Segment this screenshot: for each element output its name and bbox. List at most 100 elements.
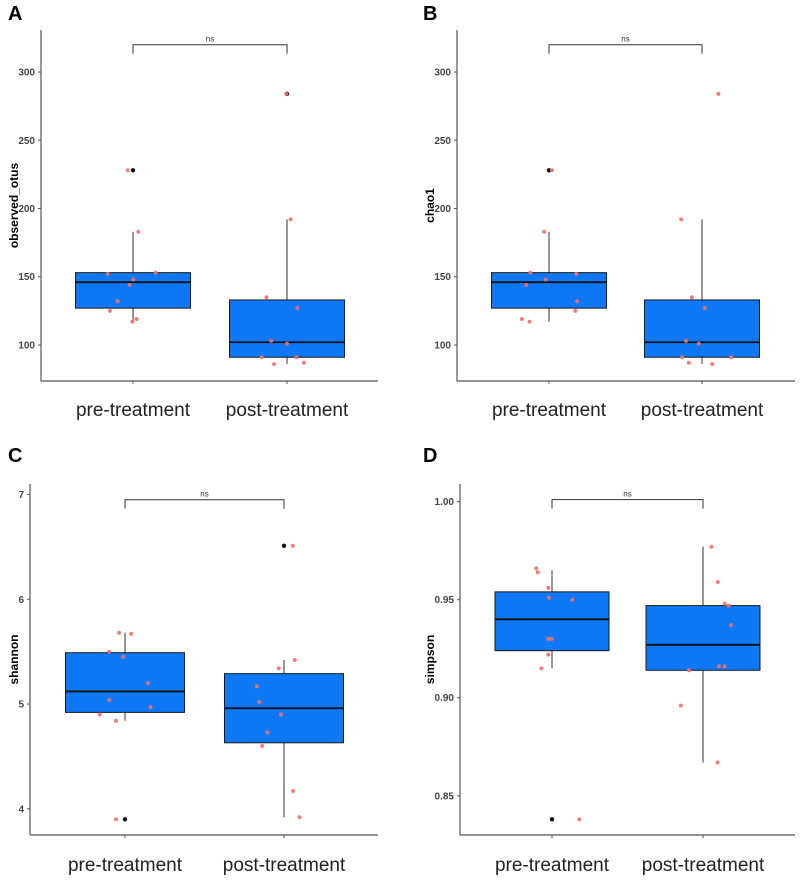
data-point xyxy=(546,636,551,641)
data-point xyxy=(520,317,525,322)
data-point xyxy=(547,595,552,600)
data-point xyxy=(254,684,259,689)
y-tick-label: 0.90 xyxy=(435,693,455,704)
data-point xyxy=(702,306,707,311)
y-tick-label: 7 xyxy=(18,490,24,501)
y-tick-label: 0.95 xyxy=(435,595,455,606)
data-point xyxy=(295,306,300,311)
data-point xyxy=(543,277,548,282)
outlier-point xyxy=(281,543,287,549)
data-point xyxy=(107,308,112,313)
data-point xyxy=(117,630,122,635)
box-group-post-treatment xyxy=(645,544,761,765)
data-point xyxy=(716,664,721,669)
y-tick-label: 4 xyxy=(18,804,24,815)
data-point xyxy=(527,319,532,324)
data-point xyxy=(301,360,306,365)
y-axis-label: simpson xyxy=(423,635,437,684)
y-tick-label: 150 xyxy=(434,272,451,283)
data-point xyxy=(272,362,277,367)
data-point xyxy=(570,597,575,602)
box-iqr xyxy=(491,272,607,309)
data-point xyxy=(546,585,551,590)
data-point xyxy=(131,277,136,282)
data-point xyxy=(689,295,694,300)
y-axis-label: chao1 xyxy=(423,188,437,223)
data-point xyxy=(575,299,580,304)
box-group-post-treatment xyxy=(229,91,345,367)
significance-label: ns xyxy=(623,490,631,499)
y-tick-label: 5 xyxy=(18,700,24,711)
data-point xyxy=(114,718,119,723)
data-point xyxy=(577,817,582,822)
data-point xyxy=(542,229,547,234)
data-point xyxy=(153,270,158,275)
data-point xyxy=(148,705,153,710)
data-point xyxy=(276,666,281,671)
y-tick-label: 200 xyxy=(18,204,35,215)
data-point xyxy=(722,664,727,669)
data-point xyxy=(722,601,727,606)
box-iqr xyxy=(644,299,760,358)
data-point xyxy=(114,817,119,822)
significance-label: ns xyxy=(621,35,629,44)
y-tick-label: 200 xyxy=(434,204,451,215)
data-point xyxy=(297,815,302,820)
data-point xyxy=(524,282,529,287)
panel-letter: A xyxy=(8,3,22,25)
data-point xyxy=(549,636,554,641)
data-point xyxy=(257,699,262,704)
x-tick-label: pre-treatment xyxy=(68,855,183,876)
data-point xyxy=(546,652,551,657)
data-point xyxy=(107,697,112,702)
significance-label: ns xyxy=(206,35,214,44)
data-point xyxy=(129,631,134,636)
outlier-point xyxy=(549,817,555,822)
box-group-pre-treatment xyxy=(75,168,191,324)
box-group-post-treatment xyxy=(224,543,344,820)
box-group-pre-treatment xyxy=(65,630,185,822)
data-point xyxy=(686,360,691,365)
data-point xyxy=(130,319,135,324)
data-point xyxy=(709,544,714,549)
x-tick-label: post-treatment xyxy=(226,400,349,421)
data-point xyxy=(573,308,578,313)
data-point xyxy=(729,355,734,360)
box-group-pre-treatment xyxy=(494,566,610,822)
significance-bracket xyxy=(132,44,288,54)
data-point xyxy=(550,168,555,173)
data-point xyxy=(288,217,293,222)
y-tick-label: 6 xyxy=(18,595,24,606)
box-group-pre-treatment xyxy=(491,168,607,324)
data-point xyxy=(279,712,284,717)
data-point xyxy=(680,355,685,360)
data-point xyxy=(265,730,270,735)
x-tick-label: post-treatment xyxy=(641,400,764,421)
y-tick-label: 250 xyxy=(434,136,451,147)
box-iqr xyxy=(645,605,761,671)
data-point xyxy=(687,668,692,673)
data-point xyxy=(683,338,688,343)
data-point xyxy=(535,570,540,575)
x-tick-label: post-treatment xyxy=(223,855,346,876)
panel-a: A 100 150 200 250 300 observed_otus pre-treatme… xyxy=(7,3,378,421)
panel-c: C 4 5 6 7 shannon pre-treatment post-treatment n… xyxy=(7,445,378,876)
data-point xyxy=(715,760,720,765)
data-point xyxy=(264,295,269,300)
data-point xyxy=(134,317,139,322)
data-point xyxy=(715,580,720,585)
data-point xyxy=(284,341,289,346)
significance-bracket xyxy=(124,499,285,509)
panel-letter: D xyxy=(423,445,437,467)
data-point xyxy=(146,681,151,686)
y-tick-label: 1.00 xyxy=(435,497,455,508)
outlier-point xyxy=(546,168,552,173)
y-tick-label: 150 xyxy=(18,272,35,283)
data-point xyxy=(125,168,130,173)
data-point xyxy=(136,229,141,234)
data-point xyxy=(716,91,721,96)
x-tick-label: post-treatment xyxy=(642,855,765,876)
data-point xyxy=(105,272,110,277)
data-point xyxy=(115,299,120,304)
